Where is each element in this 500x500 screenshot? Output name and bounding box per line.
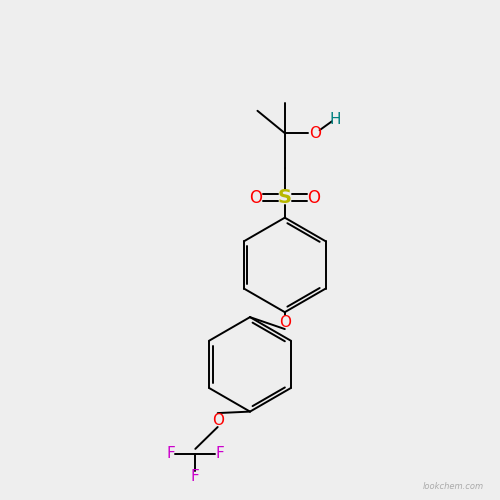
Text: O: O bbox=[279, 314, 291, 330]
Text: F: F bbox=[166, 446, 175, 462]
Text: lookchem.com: lookchem.com bbox=[422, 482, 484, 491]
Text: O: O bbox=[250, 189, 262, 207]
Text: S: S bbox=[278, 188, 292, 208]
Text: F: F bbox=[216, 446, 224, 462]
Text: O: O bbox=[212, 412, 224, 428]
Text: O: O bbox=[308, 126, 320, 140]
Text: F: F bbox=[191, 468, 200, 483]
Text: H: H bbox=[330, 112, 342, 126]
Text: O: O bbox=[307, 189, 320, 207]
